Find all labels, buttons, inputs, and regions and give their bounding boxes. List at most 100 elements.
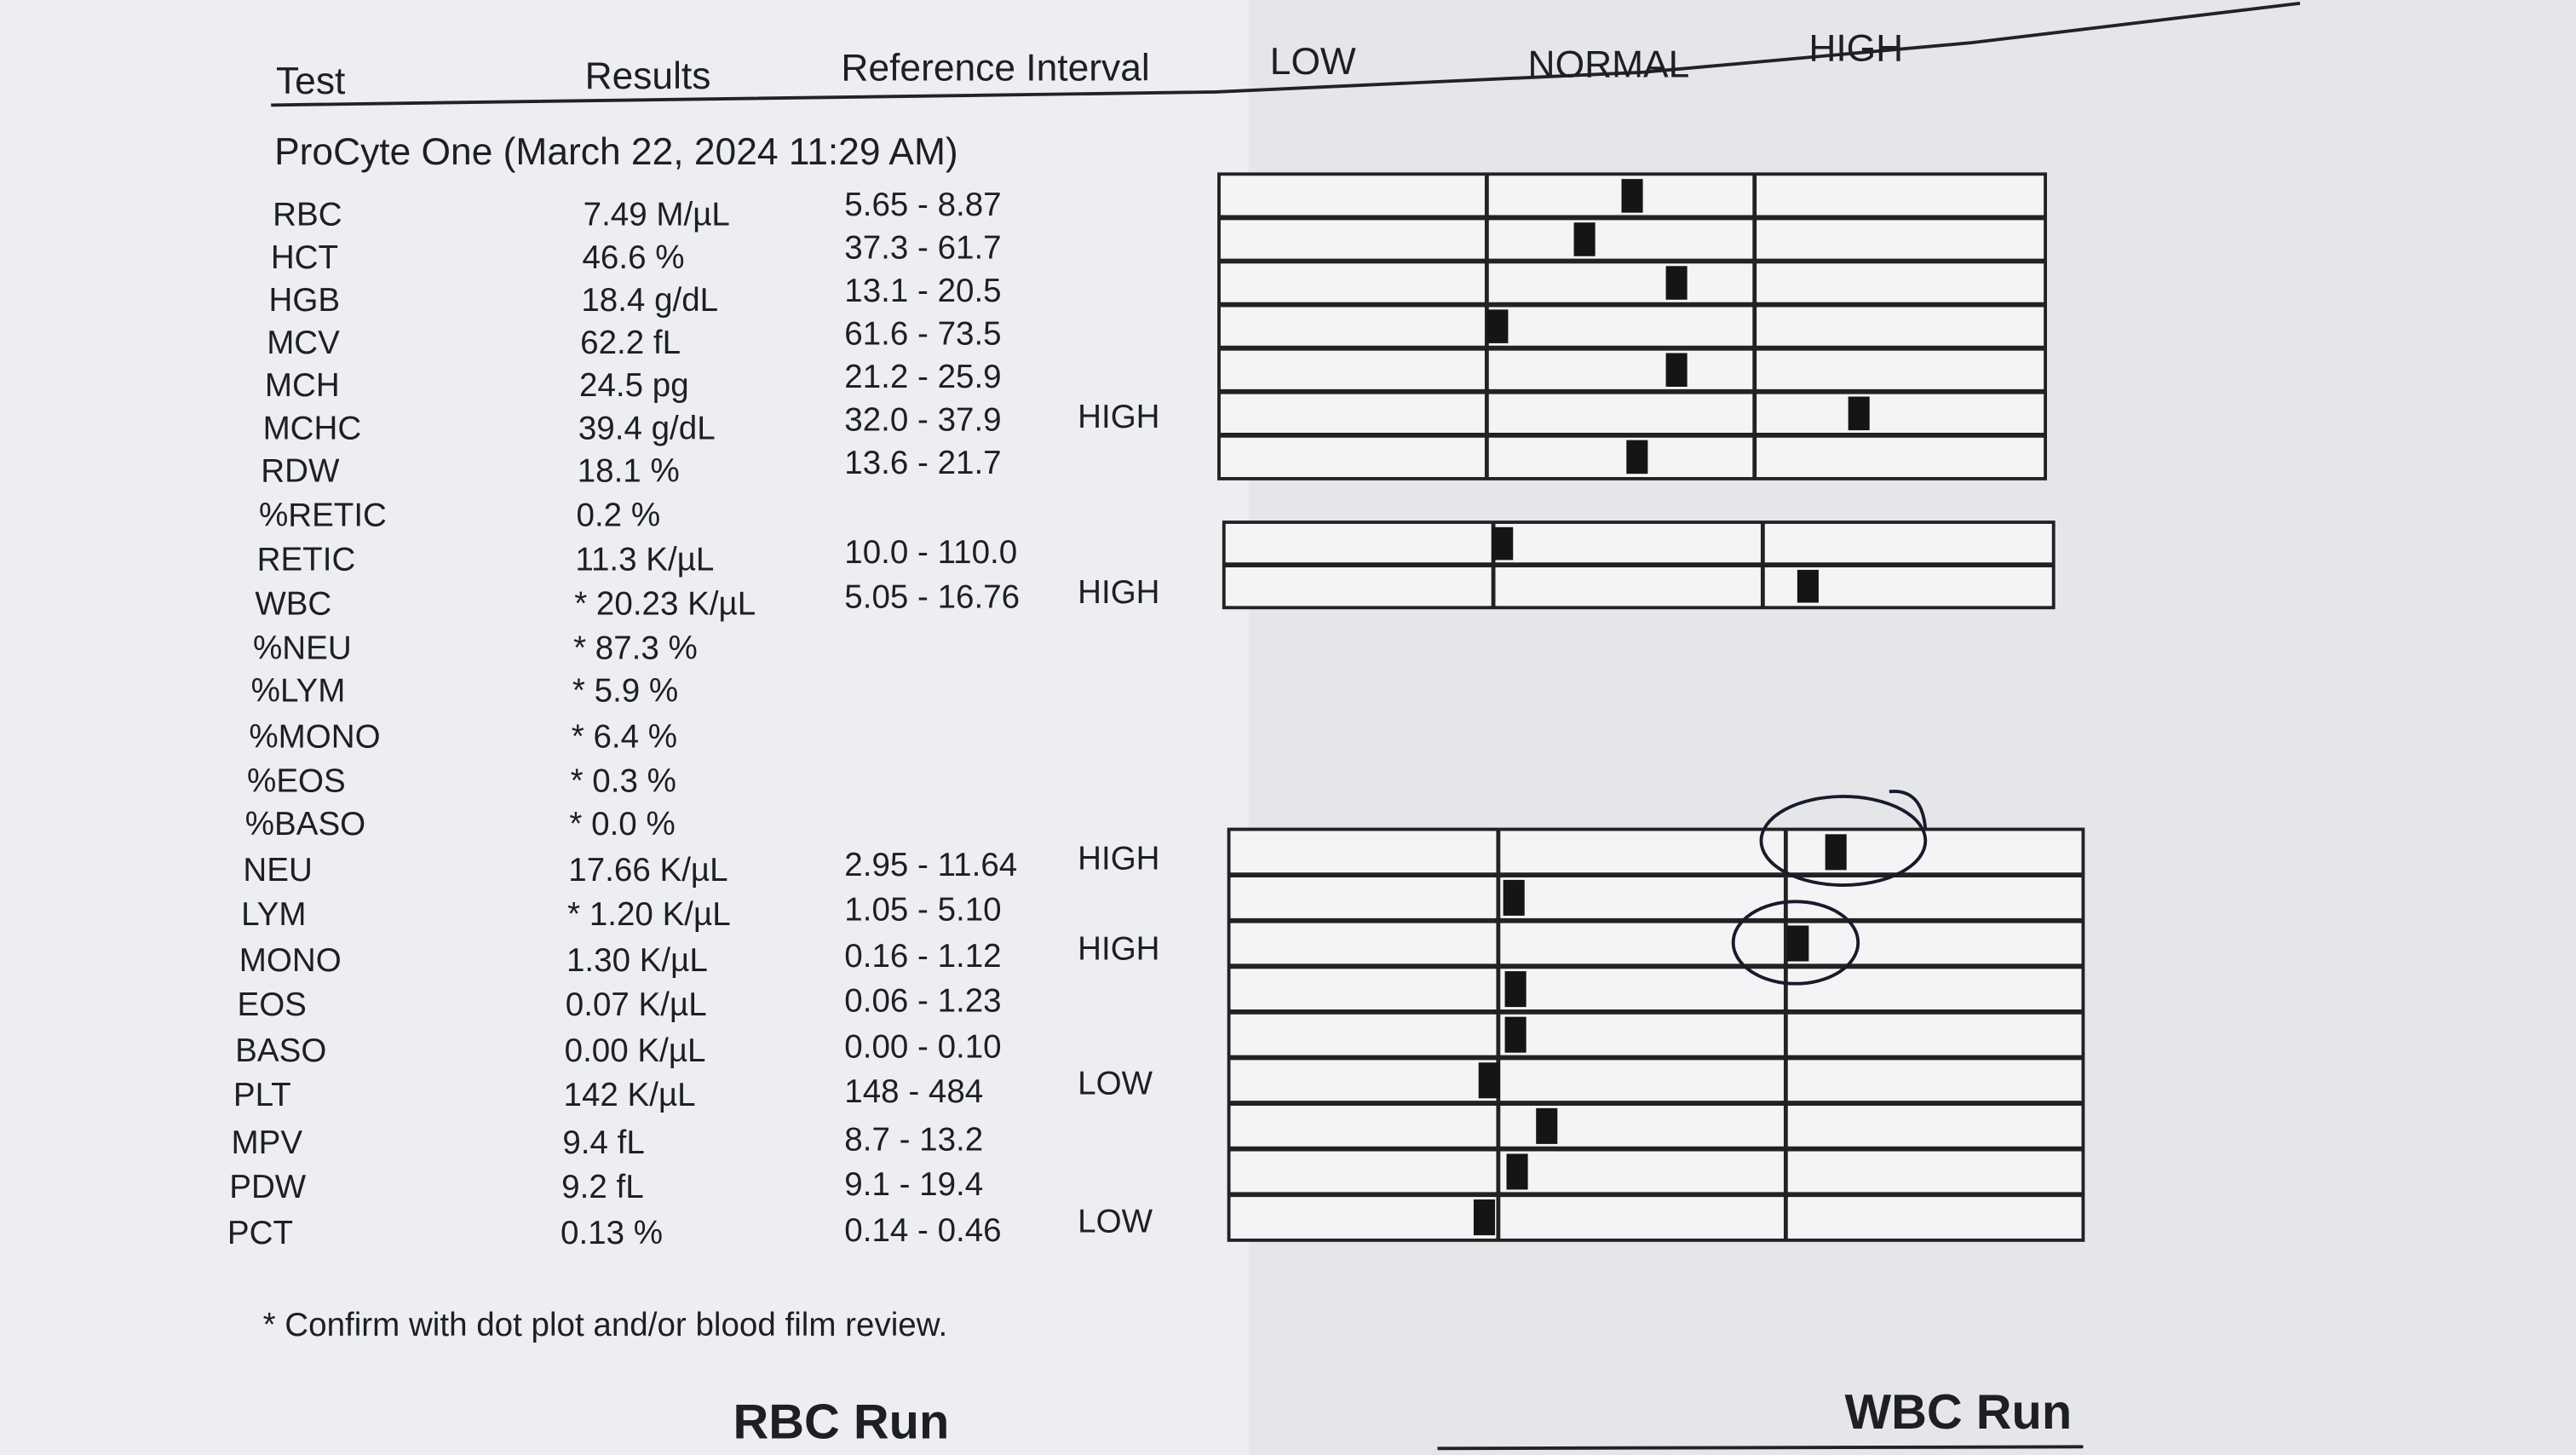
test-name: PLT [233,1077,291,1113]
reference-interval: 13.1 - 20.5 [844,273,1001,309]
flag: LOW [1078,1065,1153,1101]
reference-interval: 5.05 - 16.76 [844,578,1020,615]
result: 7.49 M/µL [584,197,730,233]
header-high: HIGH [1808,27,1903,69]
test-name: %LYM [251,673,346,710]
result: * 1.20 K/µL [567,896,731,933]
result: 39.4 g/dL [578,410,716,446]
test-name: %MONO [249,719,380,756]
result: 9.2 fL [561,1169,643,1205]
range-marker [1665,353,1688,387]
test-name: BASO [235,1032,326,1069]
result: 0.13 % [561,1215,663,1251]
result-rows: RBC 7.49 M/µL 5.65 - 8.87 HCT 46.6 % 37.3 - 6… [227,187,1160,1251]
reference-interval: 5.65 - 8.87 [844,187,1001,223]
reference-interval: 148 - 484 [844,1073,983,1110]
reference-interval: 8.7 - 13.2 [844,1121,983,1158]
range-box [1217,172,2047,480]
test-name: LYM [241,896,306,933]
test-name: MCH [265,367,340,404]
test-name: RETIC [257,541,356,578]
result: * 0.0 % [569,806,675,843]
run-label: WBC Run [1845,1385,2073,1440]
range-marker [1506,1153,1528,1190]
header-results: Results [585,55,711,97]
test-name: %BASO [245,806,365,843]
result: 0.2 % [577,497,661,533]
reference-interval: 37.3 - 61.7 [844,230,1001,267]
test-name: MCHC [263,410,362,446]
pen-mark [1889,790,1928,830]
test-name: %RETIC [259,497,387,533]
test-name: EOS [237,986,306,1023]
test-name: MONO [239,942,342,979]
test-name: WBC [255,586,331,623]
test-name: MPV [232,1124,303,1161]
test-name: HGB [269,282,341,319]
flag: HIGH [1078,399,1159,435]
result: 46.6 % [582,239,684,276]
flag: HIGH [1078,930,1159,967]
result: 18.4 g/dL [581,282,718,319]
range-marker [1573,222,1596,256]
range-marker [1473,1199,1495,1236]
reference-interval: 2.95 - 11.64 [844,847,1017,883]
reference-interval: 9.1 - 19.4 [844,1166,983,1203]
reference-interval: 61.6 - 73.5 [844,316,1001,353]
result: 18.1 % [578,452,680,489]
result: * 5.9 % [572,673,678,710]
header-low: LOW [1270,41,1356,83]
range-marker [1797,569,1819,603]
range-marker [1665,266,1688,300]
result: * 20.23 K/µL [574,586,756,623]
range-marker [1825,834,1847,871]
result: 62.2 fL [580,325,681,361]
range-marker [1626,440,1648,474]
range-marker [1621,179,1643,213]
range-marker [1848,396,1870,431]
result: 0.07 K/µL [566,986,707,1023]
test-name: %NEU [253,630,352,667]
test-name: PDW [229,1169,307,1205]
result: 1.30 K/µL [566,942,708,979]
reference-interval: 1.05 - 5.10 [844,891,1001,928]
run-underline [1437,1445,2084,1451]
range-marker [1486,309,1509,343]
range-bars [1217,172,2085,1242]
pen-circle [1731,900,1860,986]
result: 9.4 fL [562,1124,644,1161]
header-test: Test [276,60,345,102]
header-normal: NORMAL [1528,44,1690,86]
header-reference: Reference Interval [841,48,1149,89]
footnote: * Confirm with dot plot and/or blood fil… [263,1307,948,1343]
result: * 6.4 % [572,719,677,756]
range-marker [1478,1062,1500,1099]
test-name: MCV [267,325,340,361]
reference-interval: 0.14 - 0.46 [844,1212,1001,1249]
range-marker [1787,925,1809,962]
reference-interval: 21.2 - 25.9 [844,359,1001,395]
reference-interval: 0.16 - 1.12 [844,938,1001,975]
reference-interval: 0.06 - 1.23 [844,982,1001,1019]
pen-circle [1759,795,1928,887]
range-marker [1503,879,1525,916]
range-marker [1504,1016,1527,1053]
range-box [1227,827,2085,1242]
result: 0.00 K/µL [565,1032,706,1069]
range-marker [1536,1107,1558,1144]
reference-interval: 32.0 - 37.9 [844,402,1001,439]
reference-interval: 10.0 - 110.0 [844,534,1017,571]
flag: HIGH [1078,574,1159,611]
result: 24.5 pg [579,367,689,404]
reference-interval: 13.6 - 21.7 [844,445,1001,481]
range-marker [1492,526,1514,561]
test-name: RBC [273,197,342,233]
test-name: NEU [243,852,312,889]
flag: LOW [1078,1203,1153,1239]
result: * 87.3 % [573,630,698,667]
result: 17.66 K/µL [568,852,727,889]
range-marker [1504,971,1527,1008]
reference-interval: 0.00 - 0.10 [844,1029,1001,1066]
